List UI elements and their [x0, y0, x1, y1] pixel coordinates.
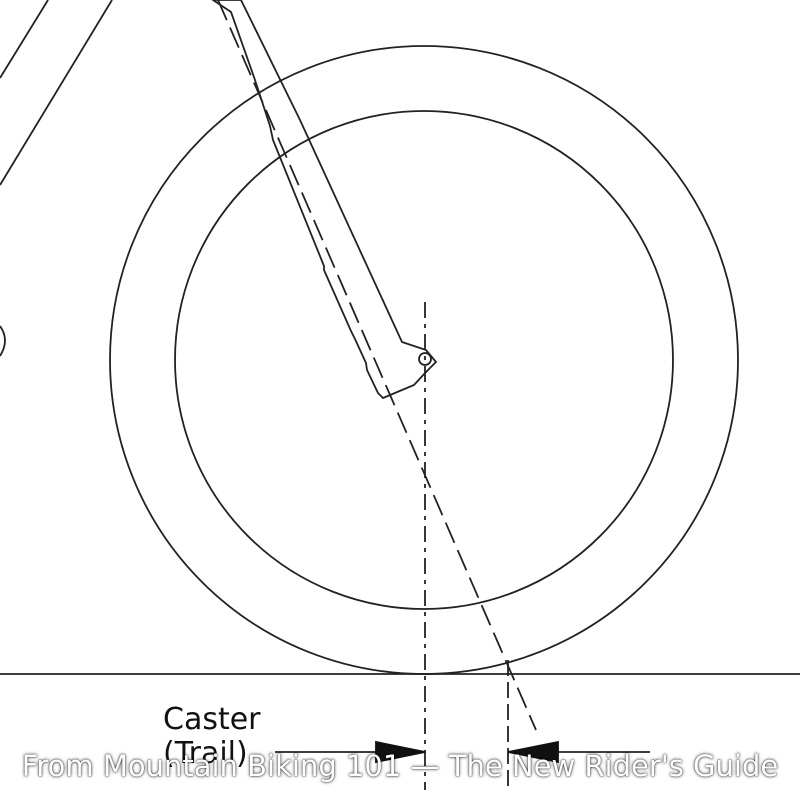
- front-axle: [418, 352, 432, 366]
- fork-leg: [211, 0, 438, 400]
- frame-tube-inner: [0, 0, 113, 186]
- frame-tube-outer: [0, 0, 49, 79]
- caster-label: Caster: [163, 702, 261, 737]
- source-caption: From Mountain Biking 101 — The New Rider…: [21, 749, 779, 783]
- trail-label: (Trail): [163, 736, 248, 771]
- steering-axis-line: [217, 0, 537, 731]
- dimension-arrowhead-left: [375, 740, 426, 764]
- wheel-tire-outer: [109, 45, 739, 675]
- dimension-arrowhead-right: [507, 740, 559, 764]
- frame-bracket-stub: [0, 325, 6, 357]
- wheel-rim-inner: [174, 110, 674, 610]
